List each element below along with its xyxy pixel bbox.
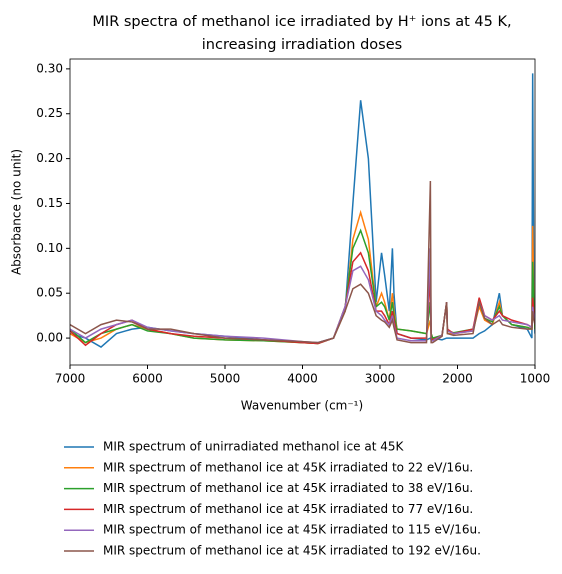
legend-label: MIR spectrum of methanol ice at 45K irra… <box>103 460 473 474</box>
plot-frame <box>69 58 536 366</box>
legend-label: MIR spectrum of methanol ice at 45K irra… <box>103 544 481 558</box>
y-axis-label: Absorbance (no unit) <box>10 149 24 275</box>
y-tick-label: 0.25 <box>36 106 63 120</box>
x-tick-label: 2000 <box>442 372 473 386</box>
y-tick-label: 0.30 <box>36 61 63 75</box>
series-line <box>70 181 535 344</box>
chart-title: increasing irradiation doses <box>202 37 402 53</box>
y-tick-label: 0.20 <box>36 151 63 165</box>
legend-label: MIR spectrum of methanol ice at 45K irra… <box>103 481 473 495</box>
series-line <box>70 251 535 347</box>
x-tick-label: 3000 <box>365 372 396 386</box>
chart-title: MIR spectra of methanol ice irradiated b… <box>92 14 511 30</box>
x-tick-label: 7000 <box>55 372 86 386</box>
y-tick-label: 0.15 <box>36 196 63 210</box>
y-tick-label: 0.05 <box>36 286 63 300</box>
y-tick-label: 0.10 <box>36 241 63 255</box>
legend-label: MIR spectrum of methanol ice at 45K irra… <box>103 523 481 537</box>
x-tick-label: 5000 <box>210 372 241 386</box>
y-tick-label: 0.00 <box>36 331 63 345</box>
legend-label: MIR spectrum of methanol ice at 45K irra… <box>103 502 473 516</box>
series-line <box>70 228 535 345</box>
legend-label: MIR spectrum of unirradiated methanol ic… <box>103 440 405 454</box>
x-tick-label: 6000 <box>132 372 163 386</box>
x-axis-label: Wavenumber (cm⁻¹) <box>241 399 363 413</box>
series-line <box>70 73 535 348</box>
x-tick-label: 1000 <box>520 372 551 386</box>
x-tick-label: 4000 <box>287 372 318 386</box>
